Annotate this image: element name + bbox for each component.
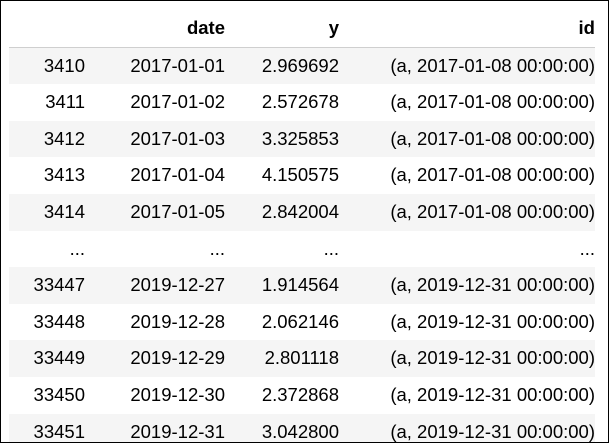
row-index: 3414 (43, 200, 85, 222)
cell-y: 2.969692 (261, 54, 339, 76)
cell-y: 2.801118 (264, 347, 339, 369)
table-row: 3410 2017-01-01 2.969692 (a, 2017-01-08 … (9, 47, 595, 85)
cell-id: (a, 2017-01-08 00:00:00) (390, 164, 595, 186)
table-row: 33447 2019-12-27 1.914564 (a, 2019-12-31… (9, 267, 595, 304)
cell-date: 2019-12-31 (130, 420, 225, 442)
table-row: 3412 2017-01-03 3.325853 (a, 2017-01-08 … (9, 120, 595, 158)
cell-date: 2017-01-02 (130, 91, 225, 113)
cell-y: 3.325853 (261, 127, 339, 149)
row-index: 3413 (43, 164, 85, 186)
table-row: 3411 2017-01-02 2.572678 (a, 2017-01-08 … (9, 84, 595, 121)
table-row: 33449 2019-12-29 2.801118 (a, 2019-12-31… (9, 340, 595, 377)
row-index: 33450 (33, 383, 85, 405)
cell-id: (a, 2019-12-31 00:00:00) (390, 310, 595, 332)
row-index: 3410 (43, 54, 85, 76)
cell-date: 2017-01-04 (130, 164, 225, 186)
cell-id: (a, 2019-12-31 00:00:00) (390, 420, 595, 442)
cell-date: 2019-12-27 (130, 274, 225, 296)
row-index: ... (69, 237, 85, 259)
cell-date: 2017-01-03 (130, 127, 225, 149)
cell-date: 2019-12-29 (130, 347, 225, 369)
cell-y: 2.372868 (261, 383, 339, 405)
cell-id: (a, 2017-01-08 00:00:00) (390, 200, 595, 222)
cell-id: (a, 2017-01-08 00:00:00) (390, 127, 595, 149)
row-index: 33451 (33, 420, 85, 442)
ellipsis-row: ... ... ... ... (9, 230, 595, 268)
table-row: 3413 2017-01-04 4.150575 (a, 2017-01-08 … (9, 157, 595, 194)
cell-y: ... (323, 237, 339, 259)
cell-date: 2017-01-05 (130, 200, 225, 222)
cell-date: 2019-12-30 (130, 383, 225, 405)
cell-id: (a, 2019-12-31 00:00:00) (390, 347, 595, 369)
dataframe-table: date y id 3410 2017-01-01 2.969692 (a, 2… (9, 10, 595, 442)
cell-id: (a, 2019-12-31 00:00:00) (390, 274, 595, 296)
cell-id: (a, 2017-01-08 00:00:00) (390, 54, 595, 76)
cell-date: ... (209, 237, 225, 259)
table-row: 33451 2019-12-31 3.042800 (a, 2019-12-31… (9, 413, 595, 442)
table-row: 33450 2019-12-30 2.372868 (a, 2019-12-31… (9, 376, 595, 414)
cell-id: ... (579, 237, 595, 259)
cell-y: 2.572678 (261, 91, 339, 113)
header-date: date (87, 10, 225, 48)
header-id: id (339, 10, 595, 48)
cell-y: 2.062146 (261, 310, 339, 332)
row-index: 3411 (45, 91, 85, 113)
cell-y: 4.150575 (261, 164, 339, 186)
row-index: 33448 (33, 310, 85, 332)
table-row: 33448 2019-12-28 2.062146 (a, 2019-12-31… (9, 303, 595, 341)
table-body: 3410 2017-01-01 2.969692 (a, 2017-01-08 … (9, 47, 595, 442)
cell-id: (a, 2017-01-08 00:00:00) (390, 91, 595, 113)
row-index: 33447 (33, 274, 85, 296)
header-row: date y id (9, 10, 595, 48)
row-index: 3412 (43, 127, 85, 149)
header-index (9, 10, 87, 48)
cell-y: 1.914564 (261, 274, 339, 296)
table-header: date y id (9, 10, 595, 48)
cell-date: 2019-12-28 (130, 310, 225, 332)
cell-y: 2.842004 (261, 200, 339, 222)
cell-id: (a, 2019-12-31 00:00:00) (390, 383, 595, 405)
cell-y: 3.042800 (261, 420, 339, 442)
cell-date: 2017-01-01 (130, 54, 225, 76)
table-row: 3414 2017-01-05 2.842004 (a, 2017-01-08 … (9, 193, 595, 231)
row-index: 33449 (33, 347, 85, 369)
header-y: y (225, 10, 339, 48)
